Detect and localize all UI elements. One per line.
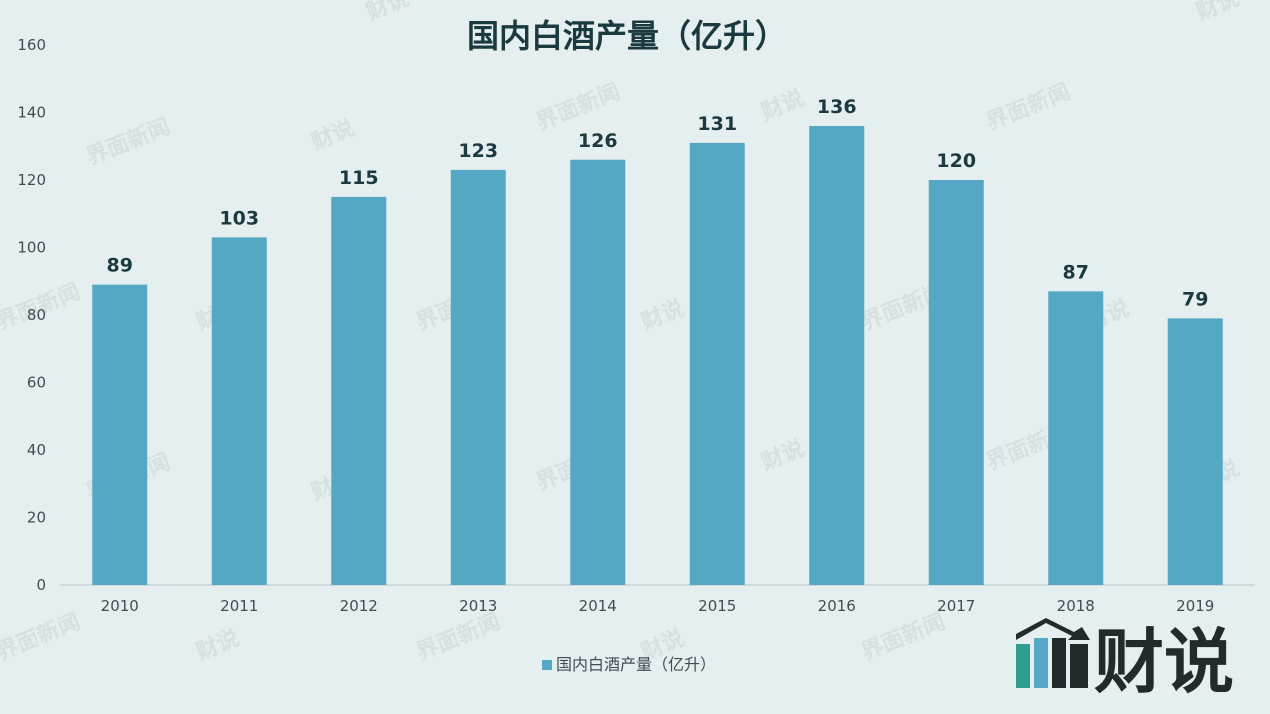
watermark-text: 界面新闻 — [83, 113, 174, 170]
watermark-text: 财说 — [758, 435, 809, 476]
bar-2017 — [928, 180, 984, 585]
bars-group — [92, 126, 1223, 585]
x-tick-label-2011: 2011 — [220, 597, 258, 615]
bar-chart-logo-icon — [1016, 618, 1090, 688]
y-tick-label: 0 — [36, 576, 46, 594]
data-label-2018: 87 — [1063, 261, 1089, 283]
data-label-2010: 89 — [107, 255, 133, 277]
legend: 国内白酒产量（亿升） — [542, 655, 716, 674]
logo-bar-2 — [1034, 638, 1048, 688]
x-tick-label-2017: 2017 — [937, 597, 975, 615]
y-tick-label: 60 — [27, 374, 46, 392]
watermark-text: 财说 — [1193, 0, 1244, 26]
watermark-text: 财说 — [363, 0, 414, 26]
x-tick-label-2013: 2013 — [459, 597, 497, 615]
watermark-text: 界面新闻 — [0, 608, 84, 665]
watermark-text: 财说 — [638, 295, 689, 336]
x-tick-label-2010: 2010 — [101, 597, 139, 615]
data-label-2015: 131 — [697, 113, 737, 135]
x-tick-label-2015: 2015 — [698, 597, 736, 615]
watermark-text: 界面新闻 — [858, 608, 949, 665]
x-tick-label-2012: 2012 — [340, 597, 378, 615]
data-label-2019: 79 — [1182, 288, 1208, 310]
y-tick-label: 120 — [17, 171, 46, 189]
bar-2012 — [331, 196, 387, 585]
data-label-2016: 136 — [817, 96, 857, 118]
watermark-text: 界面新闻 — [413, 608, 504, 665]
data-label-2017: 120 — [936, 150, 976, 172]
x-tick-label-2016: 2016 — [818, 597, 856, 615]
y-tick-label: 40 — [27, 441, 46, 459]
x-axis: 2010 2011 2012 2013 2014 2015 2016 2017 2018 2019 — [101, 597, 1215, 615]
logo-bar-3 — [1052, 638, 1066, 688]
logo-text: 财说 — [1094, 621, 1234, 703]
data-label-2013: 123 — [458, 140, 498, 162]
logo: 财说 — [1016, 618, 1234, 703]
y-tick-label: 80 — [27, 306, 46, 324]
logo-bar-4 — [1070, 644, 1088, 688]
watermark-text: 界面新闻 — [983, 78, 1074, 135]
y-tick-label: 140 — [17, 104, 46, 122]
watermark-text: 界面新闻 — [533, 78, 624, 135]
data-label-2012: 115 — [339, 167, 379, 189]
bar-2014 — [570, 159, 626, 585]
chart-title: 国内白酒产量（亿升） — [467, 17, 787, 55]
x-tick-label-2014: 2014 — [579, 597, 617, 615]
legend-swatch — [542, 660, 552, 670]
legend-label: 国内白酒产量（亿升） — [556, 655, 716, 674]
y-tick-label: 160 — [17, 36, 46, 54]
bar-2018 — [1048, 291, 1104, 585]
watermark-text: 财说 — [308, 115, 359, 156]
bar-2016 — [809, 126, 865, 585]
y-axis: 0 20 40 60 80 100 120 140 160 — [17, 36, 46, 594]
logo-bar-1 — [1016, 644, 1030, 688]
bar-2019 — [1167, 318, 1223, 585]
bar-2011 — [211, 237, 267, 585]
watermark-text: 财说 — [758, 85, 809, 126]
y-tick-label: 20 — [27, 509, 46, 527]
data-labels-group: 89 103 115 123 126 131 136 120 87 79 — [107, 96, 1209, 310]
bar-2013 — [450, 169, 506, 585]
x-tick-label-2019: 2019 — [1176, 597, 1214, 615]
logo-roof-shape — [1016, 618, 1090, 640]
watermark-text: 财说 — [193, 625, 244, 666]
data-label-2011: 103 — [219, 207, 259, 229]
bar-2015 — [689, 142, 745, 585]
y-tick-label: 100 — [17, 239, 46, 257]
x-tick-label-2018: 2018 — [1057, 597, 1095, 615]
bar-2010 — [92, 284, 148, 585]
data-label-2014: 126 — [578, 130, 618, 152]
